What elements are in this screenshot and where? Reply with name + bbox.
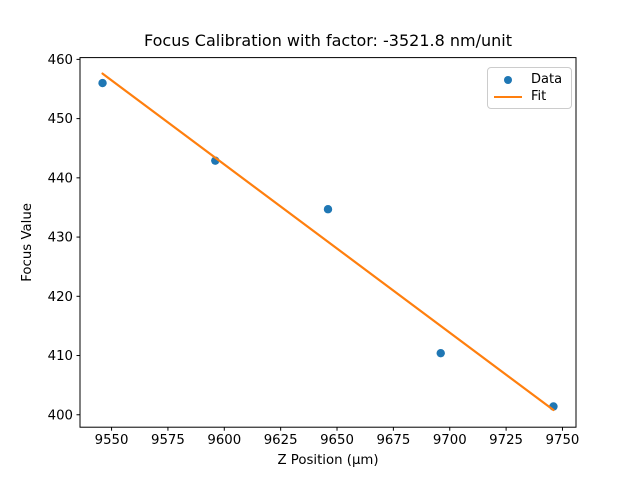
y-tick-label: 460 [48, 53, 73, 68]
legend-label-fit: Fit [531, 89, 547, 104]
x-tick-label: 9725 [489, 433, 523, 448]
y-tick-label: 420 [48, 290, 73, 305]
y-tick-label: 430 [48, 231, 73, 246]
legend: Data Fit [487, 67, 572, 109]
y-tick-label: 410 [48, 349, 73, 364]
x-tick-label: 9675 [376, 433, 410, 448]
plot-frame [79, 57, 577, 428]
y-axis-label: Focus Value [20, 203, 35, 282]
x-tick-label: 9650 [320, 433, 354, 448]
data-marker-icon [504, 75, 512, 84]
legend-label-data: Data [531, 72, 563, 87]
y-tick-label: 440 [48, 171, 73, 186]
y-tick-label: 400 [48, 408, 73, 423]
plot-area: 9550 9575 9600 9625 9650 9675 9700 9725 9750 400 4… [48, 53, 580, 448]
data-point [323, 205, 333, 214]
legend-entry-fit: Fit [494, 89, 565, 104]
data-point [436, 348, 445, 358]
legend-handle-data [494, 75, 522, 84]
legend-handle-fit [494, 95, 522, 98]
fit-line-icon [494, 95, 522, 98]
x-tick-label: 9550 [95, 433, 129, 448]
data-point [98, 78, 107, 88]
x-tick-label: 9575 [151, 433, 185, 448]
x-tick-label: 9625 [264, 433, 298, 448]
y-tick-label: 450 [48, 112, 73, 127]
x-tick-label: 9600 [207, 433, 241, 448]
x-tick-label: 9700 [433, 433, 467, 448]
fit-line [101, 72, 555, 412]
x-tick-label: 9750 [546, 433, 580, 448]
x-axis-label: Z Position (μm) [277, 453, 378, 468]
legend-entry-data: Data [494, 72, 565, 87]
chart-title: Focus Calibration with factor: -3521.8 n… [144, 31, 512, 50]
